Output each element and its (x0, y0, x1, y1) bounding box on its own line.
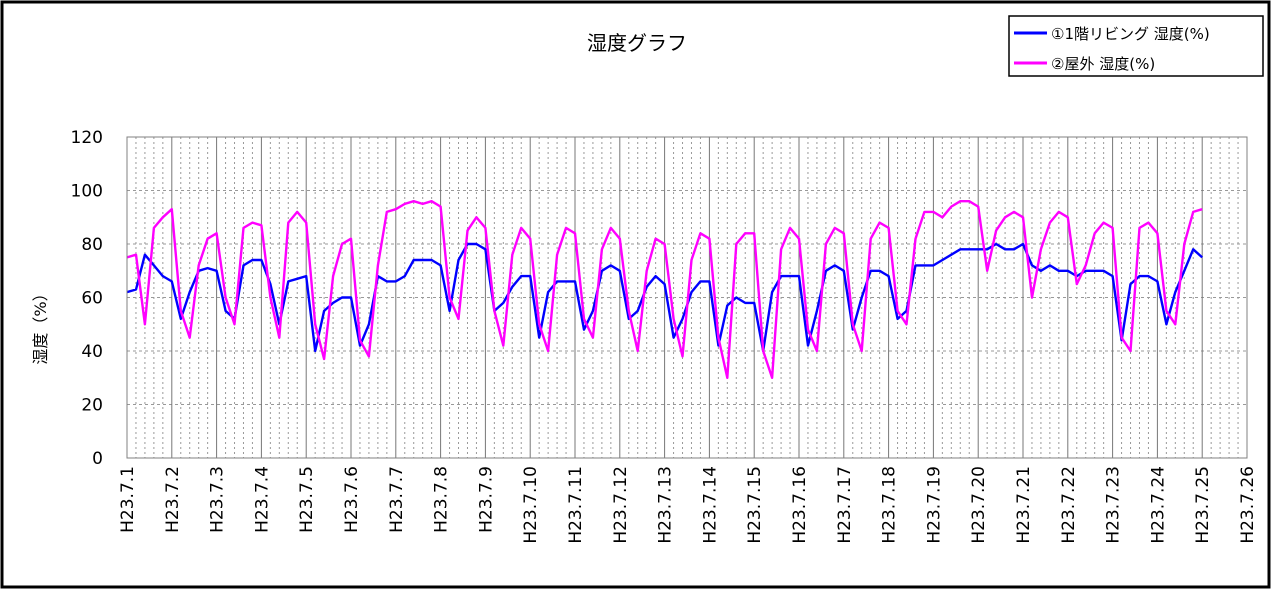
x-tick-label: H23.7.1 (118, 466, 138, 533)
x-tick-label: H23.7.25 (1193, 466, 1213, 544)
x-tick-label: H23.7.10 (521, 466, 541, 544)
y-tick-label: 60 (81, 289, 103, 309)
x-tick-label: H23.7.2 (163, 466, 183, 533)
grid (126, 136, 1248, 458)
series-line-outdoor (126, 199, 1203, 379)
legend-box (1008, 15, 1264, 77)
chart-title: 湿度グラフ (587, 31, 687, 55)
y-tick-label: 40 (81, 342, 103, 362)
x-tick-label: H23.7.12 (611, 466, 631, 544)
x-tick-label: H23.7.11 (566, 466, 586, 544)
legend-label-living: ①1階リビング 湿度(%) (1051, 25, 1210, 43)
y-tick-label: 120 (71, 128, 103, 148)
x-tick-label: H23.7.23 (1104, 466, 1124, 544)
legend: ①1階リビング 湿度(%) ②屋外 湿度(%) (1008, 15, 1264, 77)
x-tick-label: H23.7.4 (252, 466, 272, 533)
x-tick-label: H23.7.20 (969, 466, 989, 544)
x-tick-label: H23.7.14 (700, 466, 720, 544)
x-tick-label: H23.7.26 (1238, 466, 1258, 544)
y-axis-label: 湿度（%） (31, 285, 50, 364)
x-tick-label: H23.7.3 (208, 466, 228, 533)
y-tick-label: 80 (81, 235, 103, 255)
plot-area (126, 136, 1248, 459)
x-tick-label: H23.7.22 (1059, 466, 1079, 544)
legend-label-outdoor: ②屋外 湿度(%) (1051, 55, 1155, 73)
y-tick-label: 20 (81, 396, 103, 416)
x-tick-label: H23.7.15 (745, 466, 765, 544)
x-tick-label: H23.7.24 (1148, 466, 1168, 544)
y-axis: 0 20 40 60 80 100 120 (71, 128, 103, 469)
y-tick-label: 100 (71, 182, 103, 202)
x-tick-label: H23.7.21 (1014, 466, 1034, 544)
x-tick-label: H23.7.6 (342, 466, 362, 533)
y-tick-label: 0 (92, 449, 103, 469)
x-tick-label: H23.7.5 (297, 466, 317, 533)
x-tick-label: H23.7.7 (387, 466, 407, 533)
x-tick-label: H23.7.13 (656, 466, 676, 544)
x-tick-label: H23.7.9 (476, 466, 496, 533)
x-tick-label: H23.7.18 (880, 466, 900, 544)
x-tick-label: H23.7.8 (432, 466, 452, 533)
series-line-living (126, 242, 1204, 353)
x-tick-label: H23.7.19 (924, 466, 944, 544)
x-axis: H23.7.1 H23.7.2 H23.7.3 H23.7.4 H23.7.5 H23.7… (118, 466, 1258, 544)
x-tick-label: H23.7.17 (835, 466, 855, 544)
series-lines (126, 199, 1204, 379)
x-tick-label: H23.7.16 (790, 466, 810, 544)
